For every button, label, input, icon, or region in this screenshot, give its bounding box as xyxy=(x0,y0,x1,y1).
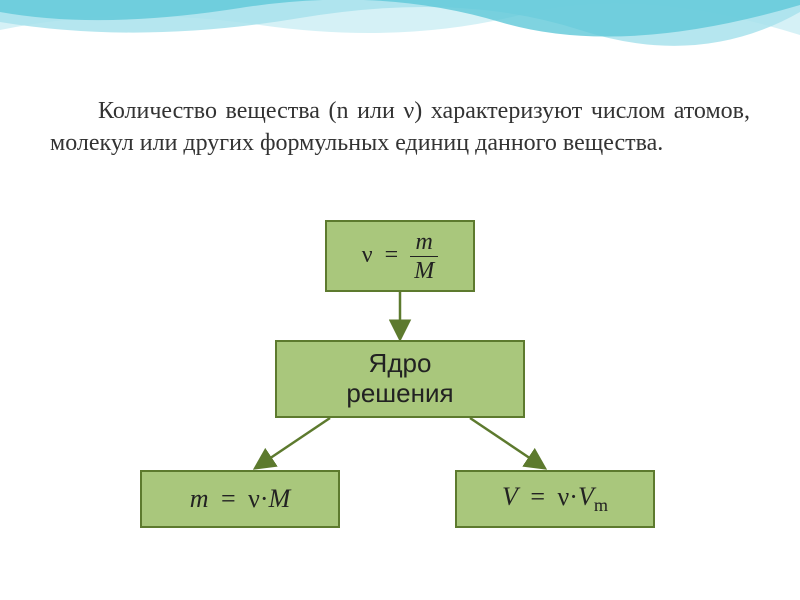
formula-box-bottom-right: V = ν·Vm xyxy=(455,470,655,528)
symbol-eq: = xyxy=(379,242,405,268)
formula-m-eq-nuM: m = ν·M xyxy=(190,484,291,514)
center-box: Ядро решения xyxy=(275,340,525,418)
symbol-eq-left: = xyxy=(215,484,242,513)
wave-back xyxy=(0,0,800,35)
arrow-center-right xyxy=(470,418,543,467)
numerator-m: m xyxy=(412,230,437,256)
center-label-line2: решения xyxy=(346,379,453,409)
wave-mid xyxy=(0,0,800,46)
definition-paragraph: Количество вещества (n или ν) характериз… xyxy=(50,95,750,160)
wave-front xyxy=(0,0,800,37)
formula-nu-eq-m-over-M: ν = m M xyxy=(362,230,438,283)
symbol-V: V xyxy=(502,482,518,511)
center-label: Ядро решения xyxy=(346,349,453,409)
formula-box-bottom-left: m = ν·M xyxy=(140,470,340,528)
formula-box-top: ν = m M xyxy=(325,220,475,292)
wave-decoration xyxy=(0,0,800,90)
symbol-m: m xyxy=(190,484,209,513)
symbol-eq-right: = xyxy=(524,482,551,511)
arrow-center-left xyxy=(257,418,330,467)
rhs-nuVm: ν·Vm xyxy=(558,482,608,511)
center-label-line1: Ядро xyxy=(346,349,453,379)
fraction-m-over-M: m M xyxy=(410,230,438,283)
formula-V-eq-nuVm: V = ν·Vm xyxy=(502,482,608,516)
rhs-nuM: ν·M xyxy=(248,484,290,513)
symbol-nu: ν xyxy=(362,242,373,268)
denominator-M: M xyxy=(410,256,438,283)
formula-diagram: ν = m M Ядро решения m = ν·M V = ν·Vm xyxy=(0,220,800,570)
